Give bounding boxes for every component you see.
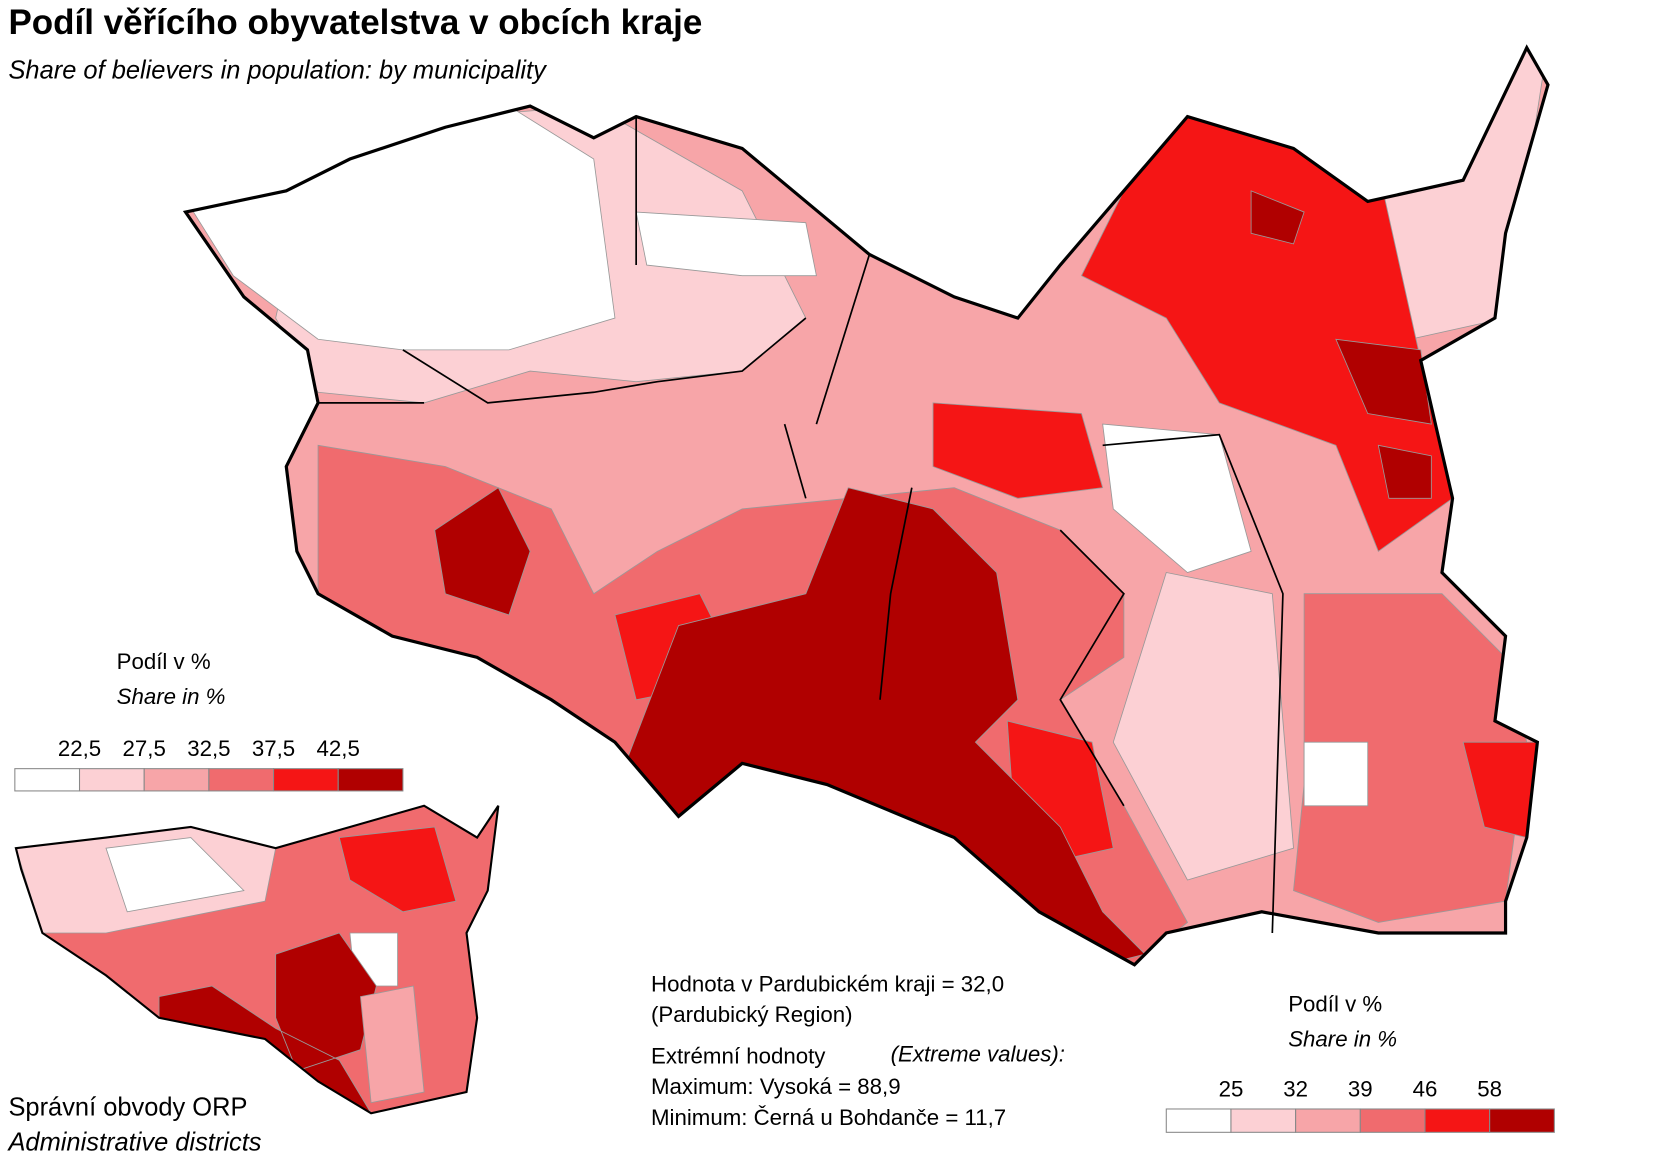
legend-swatch <box>1295 1108 1361 1133</box>
note-region-value: Hodnota v Pardubickém kraji = 32,0 <box>651 971 1004 996</box>
map-zone <box>434 487 531 616</box>
legend-break-label: 32 <box>1283 1076 1308 1101</box>
legend-swatch <box>337 768 404 792</box>
note-extremes: Extrémní hodnoty <box>651 1043 826 1068</box>
inset-zone <box>338 826 457 913</box>
legend-swatch <box>143 768 210 792</box>
note-maximum: Maximum: Vysoká = 88,9 <box>651 1074 901 1099</box>
legend-break-label: 39 <box>1348 1076 1373 1101</box>
subtitle: Share of believers in population: by mun… <box>8 56 547 84</box>
legend-subtitle: Share in % <box>117 684 226 709</box>
legend-swatch <box>1424 1108 1491 1133</box>
title: Podíl věřícího obyvatelstva v obcích kra… <box>8 3 702 42</box>
inset-zone <box>360 985 425 1104</box>
legend-break-label: 37,5 <box>252 736 295 761</box>
legend-subtitle: Share in % <box>1288 1026 1397 1051</box>
region-outline <box>182 44 1550 967</box>
map-zone <box>1250 190 1432 499</box>
inset-map <box>15 805 499 1114</box>
legend-break-label: 58 <box>1477 1076 1502 1101</box>
legend-title: Podíl v % <box>1288 991 1382 1016</box>
legend-break-label: 27,5 <box>123 736 166 761</box>
inset-zone <box>105 837 245 913</box>
legend-swatch <box>78 768 145 792</box>
legend-break-label: 42,5 <box>317 736 360 761</box>
legend-break-label: 32,5 <box>187 736 230 761</box>
map-zone <box>1102 423 1252 573</box>
legend-swatch <box>1165 1108 1232 1133</box>
legend: 22,5 27,5 32,5 37,5 42,5 <box>14 736 404 792</box>
note-region-name: (Pardubický Region) <box>651 1002 853 1027</box>
legend-break-label: 25 <box>1219 1076 1244 1101</box>
map-zone <box>635 211 817 277</box>
map-zone <box>1303 741 1369 807</box>
legend-swatch <box>14 768 81 792</box>
note-extremes-en: (Extreme values): <box>891 1041 1065 1066</box>
inset-title: Správní obvody ORP <box>8 1093 247 1121</box>
inset-subtitle: Administrative districts <box>6 1128 261 1156</box>
legend-break-label: 22,5 <box>58 736 101 761</box>
legend: 25 32 39 46 58 <box>1165 1076 1555 1133</box>
legend-title: Podíl v % <box>117 649 211 674</box>
legend-swatch <box>1489 1108 1555 1133</box>
legend-swatch <box>208 768 275 792</box>
note-minimum: Minimum: Černá u Bohdanče = 11,7 <box>651 1105 1006 1130</box>
inset-outline <box>14 804 500 1115</box>
legend-swatch <box>1359 1108 1426 1133</box>
map-zone <box>1112 572 1294 881</box>
legend-swatch <box>273 768 339 792</box>
map-zone <box>1080 105 1454 552</box>
legend-swatch <box>1230 1108 1297 1133</box>
district-boundary <box>318 116 1284 934</box>
legend-break-label: 46 <box>1413 1076 1438 1101</box>
